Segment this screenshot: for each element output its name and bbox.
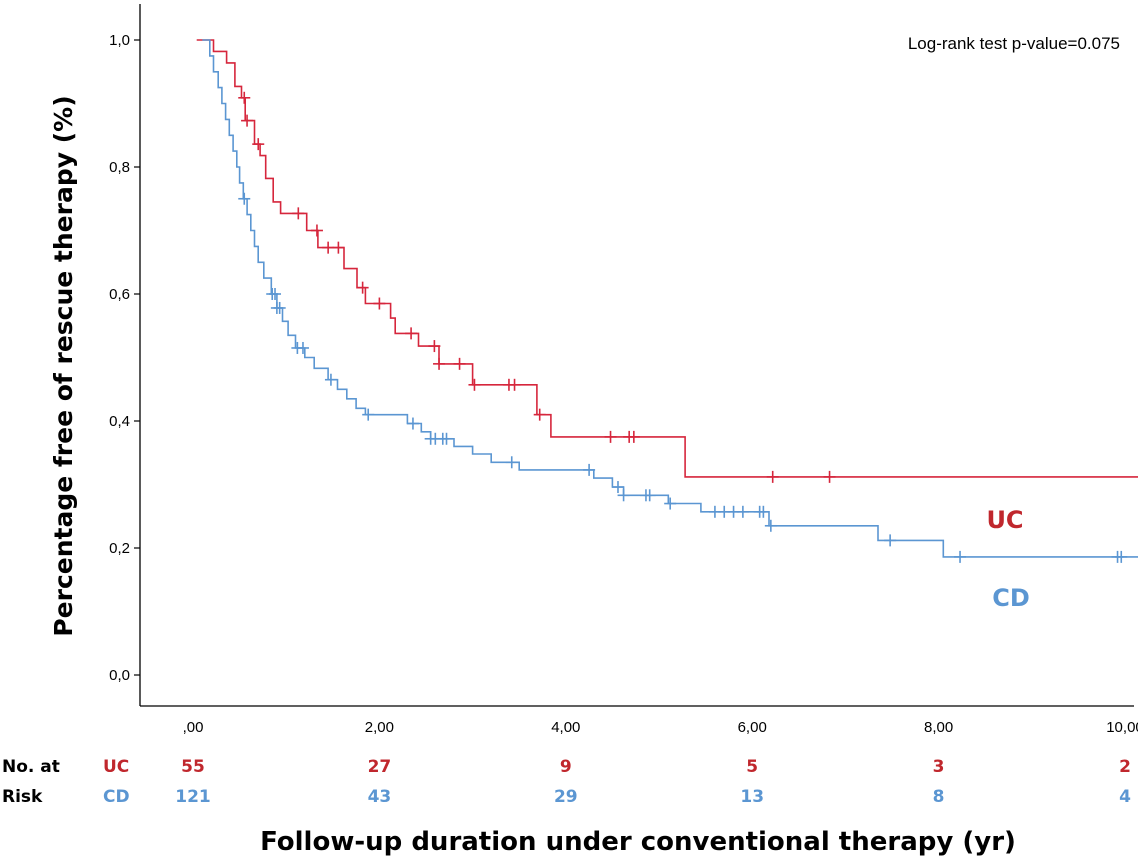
- series-cd: [202, 39, 1138, 563]
- x-tick-label: 2,00: [365, 719, 394, 736]
- risk-count-uc: 3: [933, 757, 945, 777]
- y-tick-label: 0,8: [109, 159, 130, 176]
- risk-count-uc: 55: [181, 757, 205, 777]
- series-label-cd: CD: [992, 584, 1030, 612]
- series-uc: [196, 39, 1138, 483]
- risk-count-cd: 4: [1119, 787, 1131, 807]
- y-tick-label: 0,2: [109, 540, 130, 557]
- risk-count-cd: 29: [554, 787, 578, 807]
- risk-row-label-cd: CD: [103, 787, 130, 807]
- risk-count-uc: 2: [1119, 757, 1131, 777]
- x-tick-labels: ,00 2,00 4,00 6,00 8,00 10,00: [183, 719, 1138, 736]
- y-tick-labels: 0,0 0,2 0,4 0,6 0,8 1,0: [109, 32, 140, 684]
- risk-count-uc: 27: [368, 757, 392, 777]
- risk-count-cd: 13: [740, 787, 764, 807]
- y-tick-label: 0,6: [109, 286, 130, 303]
- x-axis-label: Follow-up duration under conventional th…: [260, 827, 1016, 857]
- y-tick-label: 0,4: [109, 413, 130, 430]
- x-tick-label: 10,00: [1106, 719, 1138, 736]
- risk-count-cd: 8: [933, 787, 945, 807]
- risk-counts: 55 27 9 5 3 2 121 43 29 13 8 4: [175, 757, 1131, 807]
- risk-count-cd: 121: [175, 787, 211, 807]
- series-label-uc: UC: [986, 506, 1023, 534]
- y-axis-label: Percentage free of rescue therapy (%): [49, 95, 78, 636]
- y-tick-label: 0,0: [109, 667, 130, 684]
- risk-count-cd: 43: [368, 787, 392, 807]
- risk-header-risk: Risk: [2, 787, 43, 807]
- risk-count-uc: 9: [560, 757, 572, 777]
- survival-curve-uc: [196, 39, 1138, 478]
- x-tick-label: 4,00: [551, 719, 580, 736]
- y-tick-label: 1,0: [109, 32, 130, 49]
- x-tick-label: 8,00: [924, 719, 953, 736]
- risk-count-uc: 5: [746, 757, 758, 777]
- risk-header-no-at: No. at: [2, 757, 60, 777]
- survival-curve-cd: [202, 39, 1138, 558]
- logrank-annotation: Log-rank test p-value=0.075: [908, 34, 1120, 53]
- x-tick-label: 6,00: [738, 719, 767, 736]
- series-layer: [196, 39, 1138, 563]
- x-tick-label: ,00: [183, 719, 204, 736]
- risk-row-label-uc: UC: [103, 757, 129, 777]
